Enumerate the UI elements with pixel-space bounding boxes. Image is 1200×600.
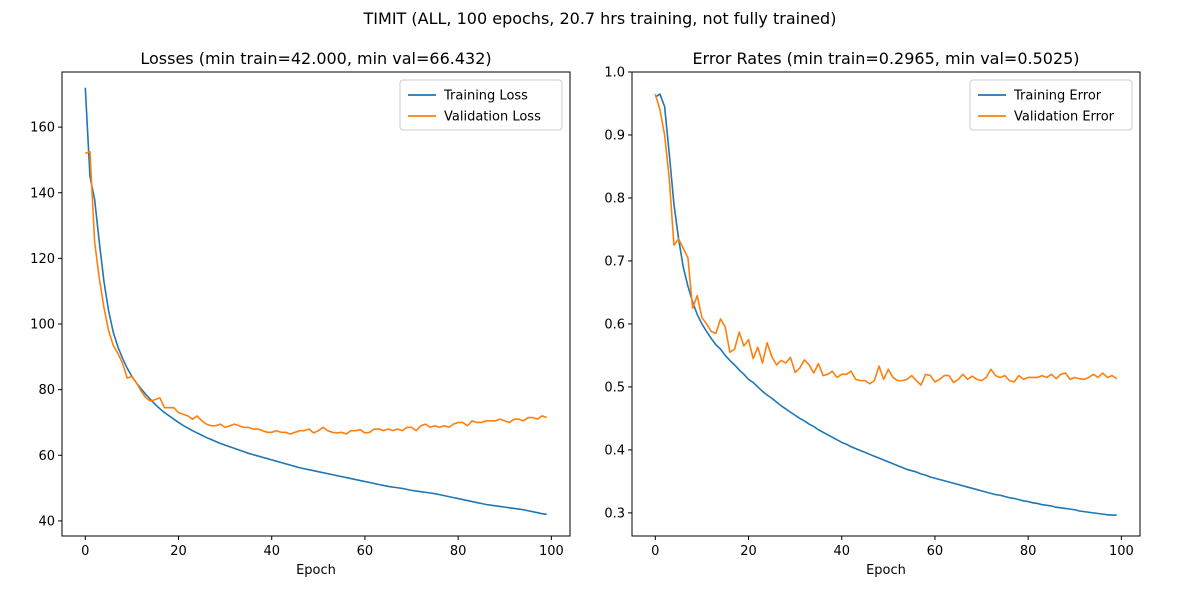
losses-ytick-label: 80 [38,383,55,398]
losses-ytick-label: 140 [30,186,55,201]
errors-plot-area [631,71,1141,537]
losses-legend-label: Training Loss [443,89,528,104]
losses-title: Losses (min train=42.000, min val=66.432… [140,49,491,68]
losses-xtick-label: 100 [539,544,564,559]
losses-ytick-label: 100 [30,318,55,333]
errors-xtick-label: 20 [740,544,757,559]
errors-series-training [654,93,1117,516]
losses-xtick-label: 20 [170,544,187,559]
losses-xtick-label: 40 [263,544,280,559]
losses-ytick-label: 160 [30,121,55,136]
errors-legend-label: Validation Error [1014,110,1115,125]
figure-suptitle: TIMIT (ALL, 100 epochs, 20.7 hrs trainin… [363,9,837,28]
errors-legend-label: Training Error [1013,89,1102,104]
losses-xtick-label: 60 [357,544,374,559]
losses-ytick-label: 40 [38,514,55,529]
errors-xtick-label: 80 [1020,544,1037,559]
losses-ytick-label: 60 [38,449,55,464]
errors-ytick-label: 0.9 [604,128,625,143]
errors-series-validation [654,93,1118,386]
errors-ytick-label: 0.4 [604,443,625,458]
errors-xtick-label: 0 [651,544,659,559]
losses-legend: Training Loss Validation Loss [399,79,563,131]
losses-legend-label: Validation Loss [444,110,541,125]
errors-ytick-label: 0.6 [604,317,625,332]
errors-legend: Training Error Validation Error [969,79,1133,131]
losses-series-validation [85,150,547,435]
losses-xlabel: Epoch [296,563,336,578]
losses-ytick-label: 120 [30,252,55,267]
errors-xlabel: Epoch [866,563,906,578]
losses-xtick-label: 0 [81,544,89,559]
errors-ytick-label: 0.3 [604,506,625,521]
errors-xtick-label: 100 [1109,544,1134,559]
errors-ytick-label: 1.0 [604,66,625,81]
losses-xtick-label: 80 [450,544,467,559]
errors-title: Error Rates (min train=0.2965, min val=0… [692,49,1079,68]
errors-ytick-label: 0.5 [604,380,625,395]
losses-plot-area [61,71,571,537]
errors-xtick-label: 60 [927,544,944,559]
errors-ytick-label: 0.8 [604,191,625,206]
errors-xtick-label: 40 [833,544,850,559]
losses-legend-box [399,79,563,131]
losses-series-training [84,87,547,516]
errors-legend-box [969,79,1133,131]
errors-ytick-label: 0.7 [604,254,625,269]
